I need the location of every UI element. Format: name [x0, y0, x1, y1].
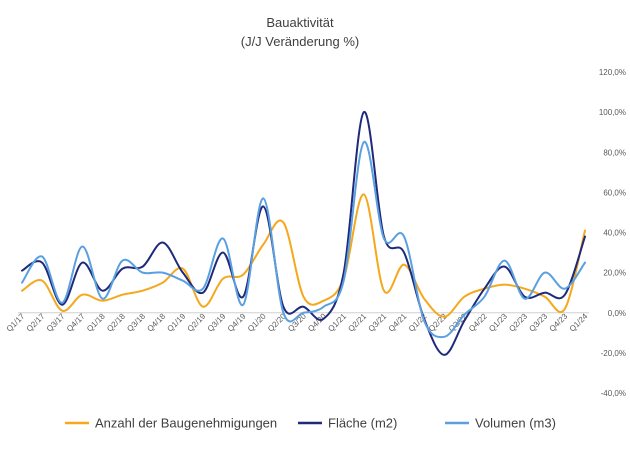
- series-lines: [21, 111, 586, 356]
- x-tick-label: Q1/21: [326, 311, 348, 333]
- series-line-3: [21, 141, 586, 339]
- legend-label: Anzahl der Baugenehmigungen: [95, 416, 277, 431]
- x-tick-label: Q3/21: [367, 311, 389, 333]
- y-axis-ticks: -40,0% -20,0% 0,0% 20,0% 40,0% 60,0% 80,0% 100,…: [599, 68, 626, 398]
- x-tick-label: Q2/19: [186, 311, 208, 333]
- y-tick-label: 0,0%: [608, 309, 626, 318]
- x-tick-label: Q3/20: [286, 311, 308, 333]
- x-tick-label: Q1/20: [246, 311, 268, 333]
- x-tick-label: Q2/23: [507, 311, 529, 333]
- x-tick-label: Q3/17: [45, 311, 67, 333]
- x-tick-label: Q4/19: [226, 311, 248, 333]
- x-tick-label: Q3/23: [527, 311, 549, 333]
- x-tick-label: Q2/17: [25, 311, 47, 333]
- x-tick-label: Q1/17: [5, 311, 27, 333]
- chart-subtitle: (J/J Veränderung %): [241, 34, 360, 49]
- x-tick-label: Q4/18: [145, 311, 167, 333]
- series-line-1: [21, 193, 586, 318]
- chart-title: Bauaktivität: [266, 15, 334, 30]
- x-tick-label: Q1/23: [487, 311, 509, 333]
- x-tick-label: Q4/17: [65, 311, 87, 333]
- y-tick-label: -20,0%: [601, 349, 626, 358]
- x-tick-label: Q4/22: [467, 311, 489, 333]
- legend-label: Volumen (m3): [475, 416, 556, 431]
- y-tick-label: -40,0%: [601, 389, 626, 398]
- x-tick-label: Q2/18: [105, 311, 127, 333]
- legend: Anzahl der Baugenehmigungen Fläche (m2) Vo…: [65, 416, 556, 431]
- y-tick-label: 60,0%: [603, 188, 626, 197]
- x-tick-label: Q3/18: [125, 311, 147, 333]
- y-tick-label: 80,0%: [603, 148, 626, 157]
- x-tick-label: Q3/19: [206, 311, 228, 333]
- x-tick-label: Q1/18: [85, 311, 107, 333]
- x-tick-label: Q4/21: [387, 311, 409, 333]
- y-tick-label: 100,0%: [599, 108, 626, 117]
- series-line-2: [21, 111, 586, 356]
- y-tick-label: 120,0%: [599, 68, 626, 77]
- x-tick-label: Q1/19: [165, 311, 187, 333]
- y-tick-label: 40,0%: [603, 229, 626, 238]
- x-tick-label: Q1/24: [568, 311, 590, 333]
- x-tick-label: Q4/20: [306, 311, 328, 333]
- x-tick-label: Q4/23: [548, 311, 570, 333]
- x-tick-label: Q2/21: [346, 311, 368, 333]
- legend-label: Fläche (m2): [328, 416, 397, 431]
- x-axis-ticks: Q1/17Q2/17Q3/17Q4/17Q1/18Q2/18Q3/18Q4/18…: [5, 311, 590, 333]
- y-tick-label: 20,0%: [603, 269, 626, 278]
